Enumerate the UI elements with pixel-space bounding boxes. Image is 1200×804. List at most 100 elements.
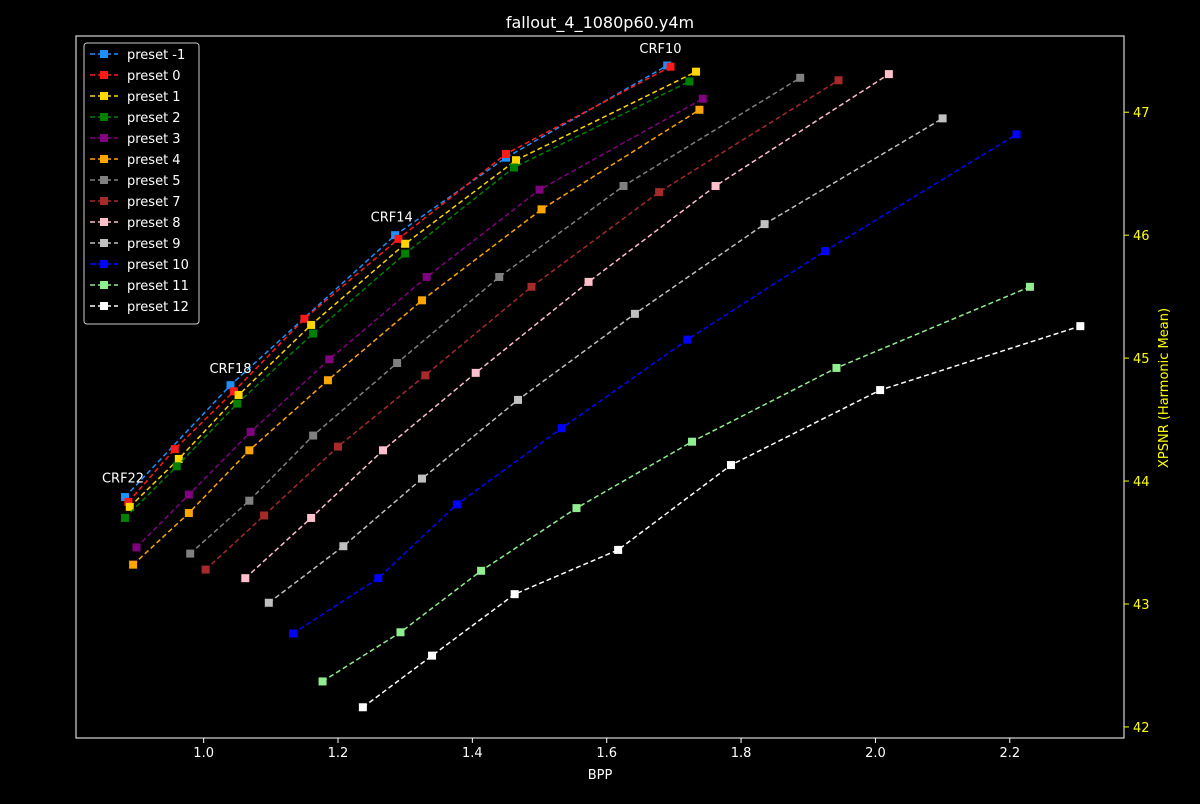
data-point — [264, 598, 273, 607]
legend-swatch-marker — [100, 71, 108, 79]
data-point — [358, 703, 367, 712]
legend-item: preset 8 — [90, 216, 181, 231]
data-point — [233, 399, 242, 408]
data-point — [884, 70, 893, 79]
data-point — [124, 497, 133, 506]
y-axis-label: XPSNR (Harmonic Mean) — [1157, 308, 1172, 468]
data-point — [727, 461, 735, 470]
series-preset-4 — [129, 105, 704, 569]
data-point — [401, 239, 410, 248]
data-point — [512, 156, 521, 165]
data-point — [184, 509, 193, 518]
x-tick-label: 2.2 — [999, 746, 1020, 761]
data-point — [698, 94, 707, 103]
series-preset-11 — [318, 282, 1034, 686]
legend-swatch-marker — [100, 92, 108, 100]
data-point — [288, 629, 297, 638]
data-point — [760, 220, 769, 229]
y-tick-label: 47 — [1133, 106, 1150, 121]
data-point — [501, 150, 510, 159]
legend-label: preset 12 — [127, 300, 189, 315]
x-axis-ticks: 1.0 1.2 1.4 1.6 1.8 2.0 2.2 — [193, 738, 1020, 761]
legend-swatch-marker — [100, 176, 108, 184]
data-point — [666, 62, 675, 71]
legend-item: preset 10 — [90, 258, 189, 273]
data-point — [796, 73, 805, 82]
data-point — [323, 376, 332, 385]
legend-swatch-marker — [100, 218, 108, 226]
data-point — [170, 445, 179, 454]
data-point — [184, 490, 193, 499]
legend-item: preset 9 — [90, 237, 181, 252]
legend-label: preset 0 — [127, 69, 181, 84]
data-point — [876, 386, 885, 395]
data-point — [334, 442, 342, 451]
crf-annotation: CRF14 — [371, 211, 413, 226]
legend-swatch-marker — [100, 281, 108, 289]
data-point — [174, 454, 183, 463]
legend-swatch-marker — [100, 302, 108, 310]
legend-label: preset 9 — [127, 237, 181, 252]
legend-swatch-marker — [100, 134, 108, 142]
data-point — [1076, 322, 1085, 331]
legend-label: preset 10 — [127, 258, 189, 273]
data-point — [300, 314, 309, 323]
legend-label: preset 2 — [127, 111, 181, 126]
data-point — [396, 628, 405, 637]
y-tick-label: 46 — [1133, 229, 1150, 244]
data-point — [421, 371, 430, 380]
data-point — [834, 76, 843, 85]
data-point — [318, 677, 327, 686]
data-point — [229, 387, 238, 396]
data-point — [129, 560, 138, 569]
series-preset-10 — [288, 130, 1021, 638]
data-point — [688, 437, 697, 446]
data-point — [510, 590, 519, 599]
legend-swatch-marker — [100, 239, 108, 247]
legend-label: preset 3 — [127, 132, 181, 147]
legend-item: preset 3 — [90, 132, 181, 147]
data-point — [417, 474, 426, 483]
data-point — [374, 574, 383, 583]
legend-box — [83, 42, 200, 325]
data-point — [685, 77, 694, 86]
legend-label: preset 1 — [127, 90, 181, 105]
data-point — [246, 427, 255, 436]
data-point — [695, 105, 704, 114]
data-point — [832, 363, 841, 372]
x-tick-label: 1.8 — [731, 746, 752, 761]
legend-swatch-marker — [100, 155, 108, 163]
legend-label: preset 11 — [127, 279, 189, 294]
data-point — [307, 513, 316, 522]
annotation-layer: CRF10 CRF14 CRF18 CRF22 — [102, 42, 682, 486]
series-layer — [121, 61, 1085, 712]
series-preset-7 — [201, 76, 843, 574]
data-point — [201, 565, 210, 574]
legend-item: preset 7 — [90, 195, 181, 210]
series-preset-2 — [121, 77, 694, 522]
series-preset-9 — [264, 114, 947, 607]
legend-item: preset 4 — [90, 153, 181, 168]
data-point — [572, 504, 581, 513]
legend-swatch-marker — [100, 113, 108, 121]
data-point — [394, 234, 403, 243]
series-preset-5 — [186, 73, 805, 558]
legend-item: preset 1 — [90, 90, 181, 105]
data-point — [535, 185, 544, 194]
data-point — [121, 493, 130, 502]
crf-annotation: CRF18 — [209, 362, 251, 377]
data-point — [619, 181, 628, 190]
legend-item: preset 11 — [90, 279, 189, 294]
data-point — [514, 395, 523, 404]
legend-item: preset 12 — [90, 300, 189, 315]
data-point — [584, 277, 593, 286]
data-point — [495, 272, 504, 281]
data-point — [245, 496, 254, 505]
data-point — [452, 500, 461, 509]
x-axis-label: BPP — [588, 768, 613, 783]
crf-annotation: CRF10 — [639, 42, 681, 57]
x-tick-label: 2.0 — [865, 746, 886, 761]
data-point — [692, 67, 701, 76]
y-tick-label: 45 — [1133, 352, 1150, 367]
